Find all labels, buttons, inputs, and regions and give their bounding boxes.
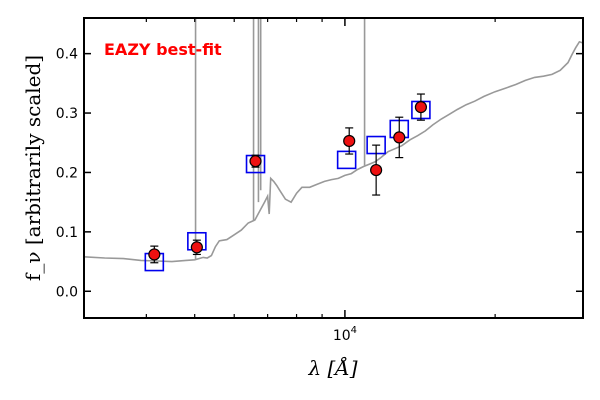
observed-flux-point <box>343 134 356 148</box>
observed-flux-point <box>190 241 203 254</box>
y-tick-label: 0.2 <box>56 165 78 181</box>
y-tick-label: 0.1 <box>56 225 78 241</box>
x-tick-label: 104 <box>333 325 357 344</box>
plot-area <box>83 18 584 272</box>
y-axis-label: f_ν [arbitrarily scaled] <box>21 55 45 281</box>
observed-flux-point <box>249 155 262 168</box>
observed-flux-point <box>370 163 383 177</box>
observed-flux-point <box>148 248 161 261</box>
y-tick-label: 0.3 <box>56 106 78 122</box>
template-spectrum-line <box>83 40 584 263</box>
observed-flux-point <box>414 101 428 114</box>
model-flux-marker <box>336 150 357 170</box>
annotation-eazy: EAZY best-fit <box>104 40 222 59</box>
y-tick-label: 0.4 <box>56 47 78 63</box>
plot-frame <box>83 17 584 319</box>
observed-flux-point <box>393 131 406 144</box>
y-tick-label: 0.0 <box>56 284 78 300</box>
x-axis-label: λ [Å] <box>307 355 357 380</box>
axis-ticks: 0.0 0.1 0.2 0.3 0.4 104 <box>56 18 583 344</box>
